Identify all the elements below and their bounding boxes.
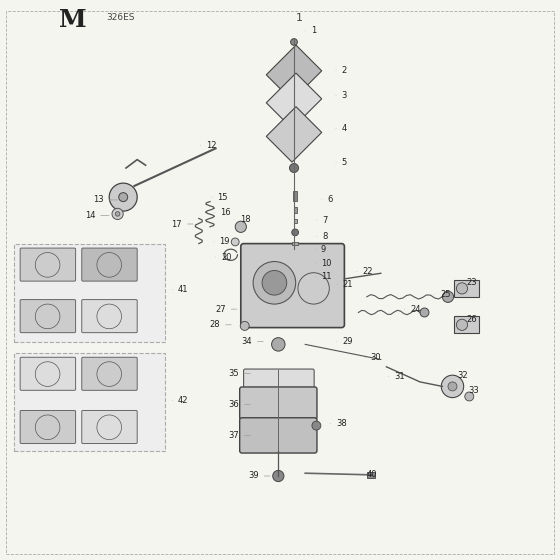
- Text: 39: 39: [248, 472, 270, 480]
- Text: 1: 1: [305, 26, 316, 35]
- FancyBboxPatch shape: [244, 369, 314, 389]
- Text: 7: 7: [316, 216, 328, 225]
- Text: 34: 34: [241, 337, 263, 346]
- Text: 21: 21: [337, 280, 353, 289]
- Text: 23: 23: [466, 278, 477, 287]
- Circle shape: [262, 270, 287, 295]
- Text: 36: 36: [228, 400, 250, 409]
- Text: 8: 8: [316, 232, 328, 241]
- Bar: [454, 316, 479, 333]
- FancyBboxPatch shape: [20, 410, 76, 444]
- Circle shape: [119, 193, 128, 202]
- Circle shape: [441, 375, 464, 398]
- Circle shape: [273, 470, 284, 482]
- Text: 1: 1: [296, 13, 303, 23]
- Text: 6: 6: [322, 195, 333, 204]
- Text: 3: 3: [336, 91, 347, 100]
- Text: 27: 27: [215, 305, 237, 314]
- Text: 18: 18: [234, 215, 250, 224]
- Bar: [294, 207, 297, 213]
- Bar: [292, 242, 298, 245]
- Text: 11: 11: [315, 272, 332, 281]
- Circle shape: [240, 321, 249, 330]
- Circle shape: [292, 229, 298, 236]
- Text: 22: 22: [357, 267, 373, 276]
- FancyBboxPatch shape: [82, 300, 137, 333]
- Circle shape: [253, 262, 296, 304]
- FancyBboxPatch shape: [20, 248, 76, 281]
- Circle shape: [290, 164, 298, 172]
- Circle shape: [272, 338, 285, 351]
- Bar: [14, 244, 165, 342]
- Bar: [367, 472, 375, 478]
- Text: M: M: [59, 8, 87, 31]
- Text: 30: 30: [365, 353, 381, 362]
- FancyBboxPatch shape: [20, 300, 76, 333]
- Text: 20: 20: [216, 253, 232, 262]
- Text: 5: 5: [336, 158, 347, 167]
- Bar: [293, 191, 297, 201]
- Text: 37: 37: [228, 431, 250, 440]
- FancyBboxPatch shape: [267, 73, 321, 128]
- Text: 16: 16: [214, 208, 231, 217]
- Text: 25: 25: [435, 290, 451, 299]
- Text: 29: 29: [337, 337, 353, 346]
- Circle shape: [115, 212, 120, 216]
- Circle shape: [465, 392, 474, 401]
- Circle shape: [420, 308, 429, 317]
- FancyBboxPatch shape: [82, 248, 137, 281]
- Text: 42: 42: [172, 396, 189, 405]
- Text: 10: 10: [315, 259, 332, 268]
- Text: 33: 33: [463, 386, 479, 395]
- Text: 24: 24: [404, 305, 421, 314]
- Text: 19: 19: [214, 237, 230, 246]
- Text: 4: 4: [336, 124, 347, 133]
- Bar: [14, 353, 165, 451]
- Bar: [454, 280, 479, 297]
- Circle shape: [109, 183, 137, 211]
- FancyBboxPatch shape: [241, 244, 344, 328]
- Circle shape: [231, 238, 239, 246]
- FancyBboxPatch shape: [267, 45, 321, 100]
- Text: 28: 28: [209, 320, 231, 329]
- Text: 9: 9: [315, 245, 326, 254]
- Text: 13: 13: [93, 195, 118, 204]
- FancyBboxPatch shape: [82, 410, 137, 444]
- Text: 41: 41: [172, 285, 189, 294]
- Text: 12: 12: [200, 141, 217, 150]
- Text: 14: 14: [85, 211, 109, 220]
- Text: 40: 40: [361, 470, 377, 479]
- Bar: [294, 219, 297, 223]
- Circle shape: [112, 208, 123, 220]
- Text: 38: 38: [330, 419, 347, 428]
- Text: 17: 17: [171, 220, 193, 228]
- Text: 15: 15: [212, 193, 228, 202]
- Circle shape: [442, 291, 454, 302]
- Circle shape: [312, 421, 321, 430]
- Text: 2: 2: [336, 66, 347, 74]
- Text: 35: 35: [228, 369, 250, 378]
- Text: 26: 26: [466, 315, 477, 324]
- FancyBboxPatch shape: [240, 387, 317, 419]
- FancyBboxPatch shape: [20, 357, 76, 390]
- Circle shape: [456, 283, 468, 294]
- Circle shape: [456, 319, 468, 330]
- FancyBboxPatch shape: [240, 418, 317, 453]
- Circle shape: [291, 39, 297, 45]
- FancyBboxPatch shape: [267, 107, 321, 162]
- FancyBboxPatch shape: [82, 357, 137, 390]
- Text: 326ES: 326ES: [106, 13, 135, 22]
- Text: 32: 32: [451, 371, 468, 380]
- Circle shape: [235, 221, 246, 232]
- Text: 31: 31: [389, 372, 405, 381]
- Circle shape: [448, 382, 457, 391]
